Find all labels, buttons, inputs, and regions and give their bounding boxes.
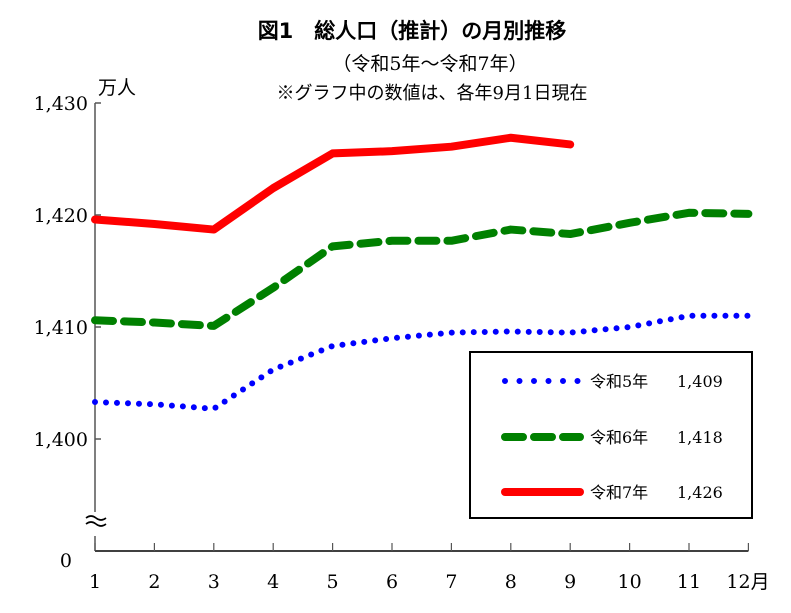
series-line-3 <box>91 133 575 234</box>
axes <box>85 102 750 552</box>
legend-label: 令和6年 <box>590 428 648 447</box>
series-layer <box>91 133 753 412</box>
x-tick-label: 6 <box>386 571 398 593</box>
x-tick-label: 9 <box>564 571 576 593</box>
chart-title: 図1 総人口（推計）の月別推移 <box>258 19 567 43</box>
chart-note: ※グラフ中の数値は、各年9月1日現在 <box>277 83 588 104</box>
x-tick-label: 1 <box>89 571 101 593</box>
x-tick-label: 7 <box>445 571 457 593</box>
legend: 令和5年 1,409 令和6年 1,418 令和7年 1,426 <box>469 351 753 519</box>
series-line-1 <box>92 312 752 412</box>
y-tick-labels: 1,400 1,410 1,420 1,430 0 <box>34 93 88 572</box>
x-tick-label: 10 <box>618 571 642 593</box>
series-line-2 <box>91 208 753 330</box>
legend-value: 1,426 <box>677 483 723 502</box>
x-tick-label: 4 <box>267 571 279 593</box>
legend-value: 1,418 <box>677 428 723 447</box>
axis-break-mark <box>85 515 107 527</box>
legend-label: 令和7年 <box>590 483 648 502</box>
x-tick-label: 11 <box>677 571 701 593</box>
x-tick-labels: 1 2 3 4 5 6 7 8 9 10 11 12月 <box>89 571 770 593</box>
x-tick-label: 3 <box>208 571 220 593</box>
x-tick-label: 12月 <box>726 571 769 593</box>
y-axis-label: 万人 <box>98 77 136 99</box>
legend-label: 令和5年 <box>590 372 648 391</box>
y-tick-label: 1,410 <box>34 317 88 339</box>
y-zero-label: 0 <box>60 550 72 572</box>
y-tick-label: 1,400 <box>34 429 88 451</box>
y-tick-label: 1,430 <box>34 93 88 115</box>
y-tick-label: 1,420 <box>34 205 88 227</box>
chart-subtitle: （令和5年〜令和7年） <box>332 53 527 75</box>
legend-value: 1,409 <box>677 372 723 391</box>
x-tick-label: 8 <box>505 571 517 593</box>
x-tick-label: 2 <box>148 571 160 593</box>
x-tick-label: 5 <box>327 571 339 593</box>
